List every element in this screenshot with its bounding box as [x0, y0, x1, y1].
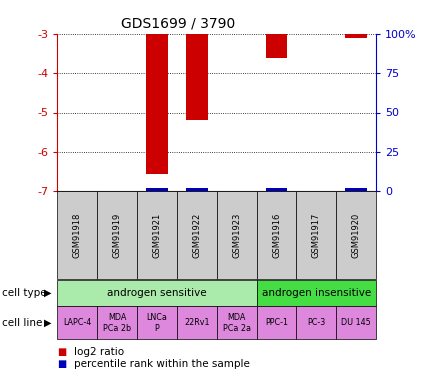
Text: 22Rv1: 22Rv1 [184, 318, 210, 327]
Text: GSM91922: GSM91922 [193, 213, 201, 258]
Text: GSM91916: GSM91916 [272, 213, 281, 258]
Text: DU 145: DU 145 [341, 318, 371, 327]
Bar [186, 34, 208, 120]
Text: cell type: cell type [2, 288, 47, 298]
Text: GSM91920: GSM91920 [352, 213, 361, 258]
Bar [146, 34, 168, 174]
Bar [266, 34, 287, 58]
Text: GSM91919: GSM91919 [113, 213, 122, 258]
Text: LNCa
P: LNCa P [147, 313, 167, 333]
Text: log2 ratio: log2 ratio [74, 347, 124, 357]
Text: MDA
PCa 2b: MDA PCa 2b [103, 313, 131, 333]
Text: PPC-1: PPC-1 [265, 318, 288, 327]
Text: GSM91918: GSM91918 [73, 213, 82, 258]
Bar [345, 188, 367, 191]
Text: GSM91923: GSM91923 [232, 213, 241, 258]
Text: androgen sensitive: androgen sensitive [107, 288, 207, 298]
Bar [266, 188, 287, 191]
Text: percentile rank within the sample: percentile rank within the sample [74, 359, 249, 369]
Text: ■: ■ [57, 347, 67, 357]
Text: ■: ■ [57, 359, 67, 369]
Text: ▶: ▶ [44, 288, 51, 298]
Text: ▶: ▶ [44, 318, 51, 328]
Text: LAPC-4: LAPC-4 [63, 318, 91, 327]
Text: PC-3: PC-3 [307, 318, 326, 327]
Text: cell line: cell line [2, 318, 42, 328]
Text: MDA
PCa 2a: MDA PCa 2a [223, 313, 251, 333]
Bar [146, 188, 168, 191]
Text: GSM91921: GSM91921 [153, 213, 162, 258]
Text: androgen insensitive: androgen insensitive [262, 288, 371, 298]
Bar [345, 34, 367, 38]
Text: GDS1699 / 3790: GDS1699 / 3790 [122, 17, 235, 31]
Text: GSM91917: GSM91917 [312, 213, 321, 258]
Bar [186, 188, 208, 191]
